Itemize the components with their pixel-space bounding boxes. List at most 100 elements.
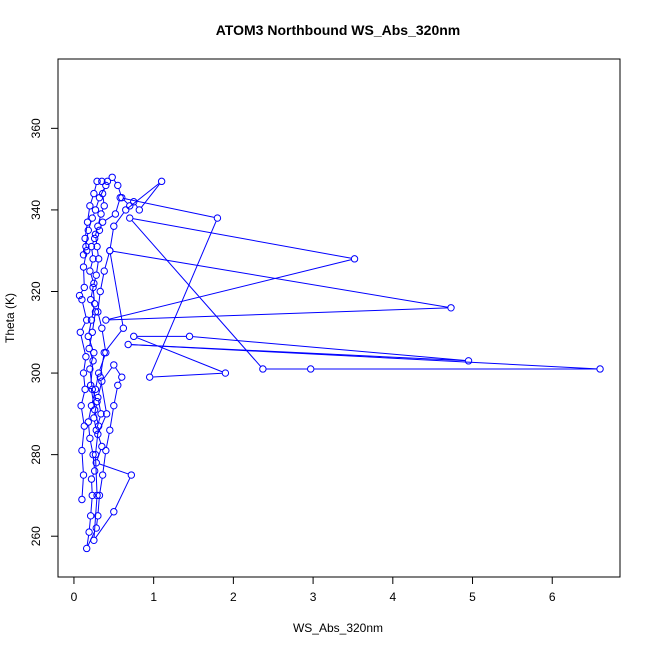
data-point (307, 365, 315, 373)
series-segment (81, 478, 84, 497)
data-point (90, 348, 98, 357)
data-point (88, 385, 96, 394)
x-tick-label: 5 (469, 590, 476, 604)
y-axis-label: Theta (K) (3, 293, 17, 343)
data-point (88, 491, 96, 500)
data-point (79, 251, 88, 259)
series-segment (81, 408, 85, 424)
series-segment (113, 179, 117, 184)
series-segment (90, 286, 94, 297)
data-point (89, 357, 97, 365)
plot-frame (57, 58, 621, 578)
data-point (94, 422, 103, 430)
data-point (157, 177, 166, 186)
data-point (83, 218, 92, 226)
data-point (98, 471, 107, 479)
series-segment (115, 367, 121, 375)
data-point (94, 393, 102, 402)
series-segment (103, 367, 113, 379)
y-tick-label: 280 (29, 444, 43, 464)
series-segment (96, 249, 99, 256)
data-point (84, 332, 92, 341)
data-point (94, 222, 102, 230)
series-segment (105, 433, 110, 448)
data-point (97, 210, 105, 218)
data-point (82, 316, 91, 324)
series-segment (90, 273, 94, 281)
series-segment (91, 249, 94, 256)
series-segment (97, 400, 101, 411)
series-segment (115, 212, 125, 224)
data-point (94, 369, 103, 377)
series-segment (86, 535, 90, 546)
data-point (96, 287, 104, 296)
data-point (185, 332, 194, 341)
data-point (75, 291, 84, 300)
series-segment (92, 392, 97, 399)
series-segment (99, 463, 129, 475)
data-point (87, 242, 96, 251)
data-point (82, 544, 91, 553)
data-point (79, 369, 88, 377)
data-point (79, 263, 88, 271)
data-point (94, 430, 102, 438)
series-segment (131, 344, 597, 370)
data-point (135, 206, 144, 214)
x-tick-label: 4 (389, 590, 396, 604)
data-point (86, 434, 94, 443)
data-point (108, 173, 116, 181)
data-point (77, 401, 85, 410)
series-segment (118, 188, 122, 195)
data-point (90, 279, 98, 288)
series-segment (92, 457, 95, 468)
data-point (97, 410, 105, 418)
series-segment (80, 289, 84, 294)
series-segment (98, 437, 102, 444)
data-point (596, 365, 604, 373)
series-segment (87, 208, 90, 220)
data-point (89, 255, 97, 263)
series-segment (82, 302, 87, 318)
data-point (464, 357, 473, 365)
data-point (98, 218, 107, 226)
data-point (110, 508, 118, 516)
data-point (95, 226, 104, 235)
data-point (81, 385, 89, 394)
data-point (259, 365, 267, 373)
x-tick-label: 2 (230, 590, 237, 604)
data-point (90, 300, 99, 308)
data-point (90, 414, 98, 422)
data-point (86, 295, 95, 304)
data-point (122, 206, 130, 214)
data-point (91, 230, 100, 239)
data-point (92, 524, 100, 532)
series-segment (105, 215, 113, 221)
data-point (86, 365, 94, 373)
data-point (110, 401, 118, 410)
series-segment (132, 218, 352, 259)
series-segment (85, 233, 89, 244)
series-segment (152, 372, 223, 378)
chart-title: ATOM3 Northbound WS_Abs_320nm (216, 22, 461, 38)
data-point (114, 181, 122, 190)
series-segment (81, 429, 85, 448)
series-segment (97, 498, 100, 513)
y-tick-label: 340 (29, 200, 43, 220)
data-point (81, 234, 89, 243)
series-segment (192, 336, 466, 362)
data-point (87, 316, 96, 324)
data-point (100, 267, 108, 275)
series-segment (114, 477, 131, 510)
data-point (82, 242, 90, 251)
series-segment (102, 453, 106, 472)
data-point (95, 193, 104, 202)
data-point (130, 332, 138, 341)
series-segment (81, 392, 85, 403)
data-point (82, 353, 90, 361)
x-tick-label: 3 (310, 590, 317, 604)
data-point (95, 491, 104, 500)
series-segment (113, 388, 118, 403)
data-point (102, 316, 110, 324)
data-point (90, 467, 99, 475)
